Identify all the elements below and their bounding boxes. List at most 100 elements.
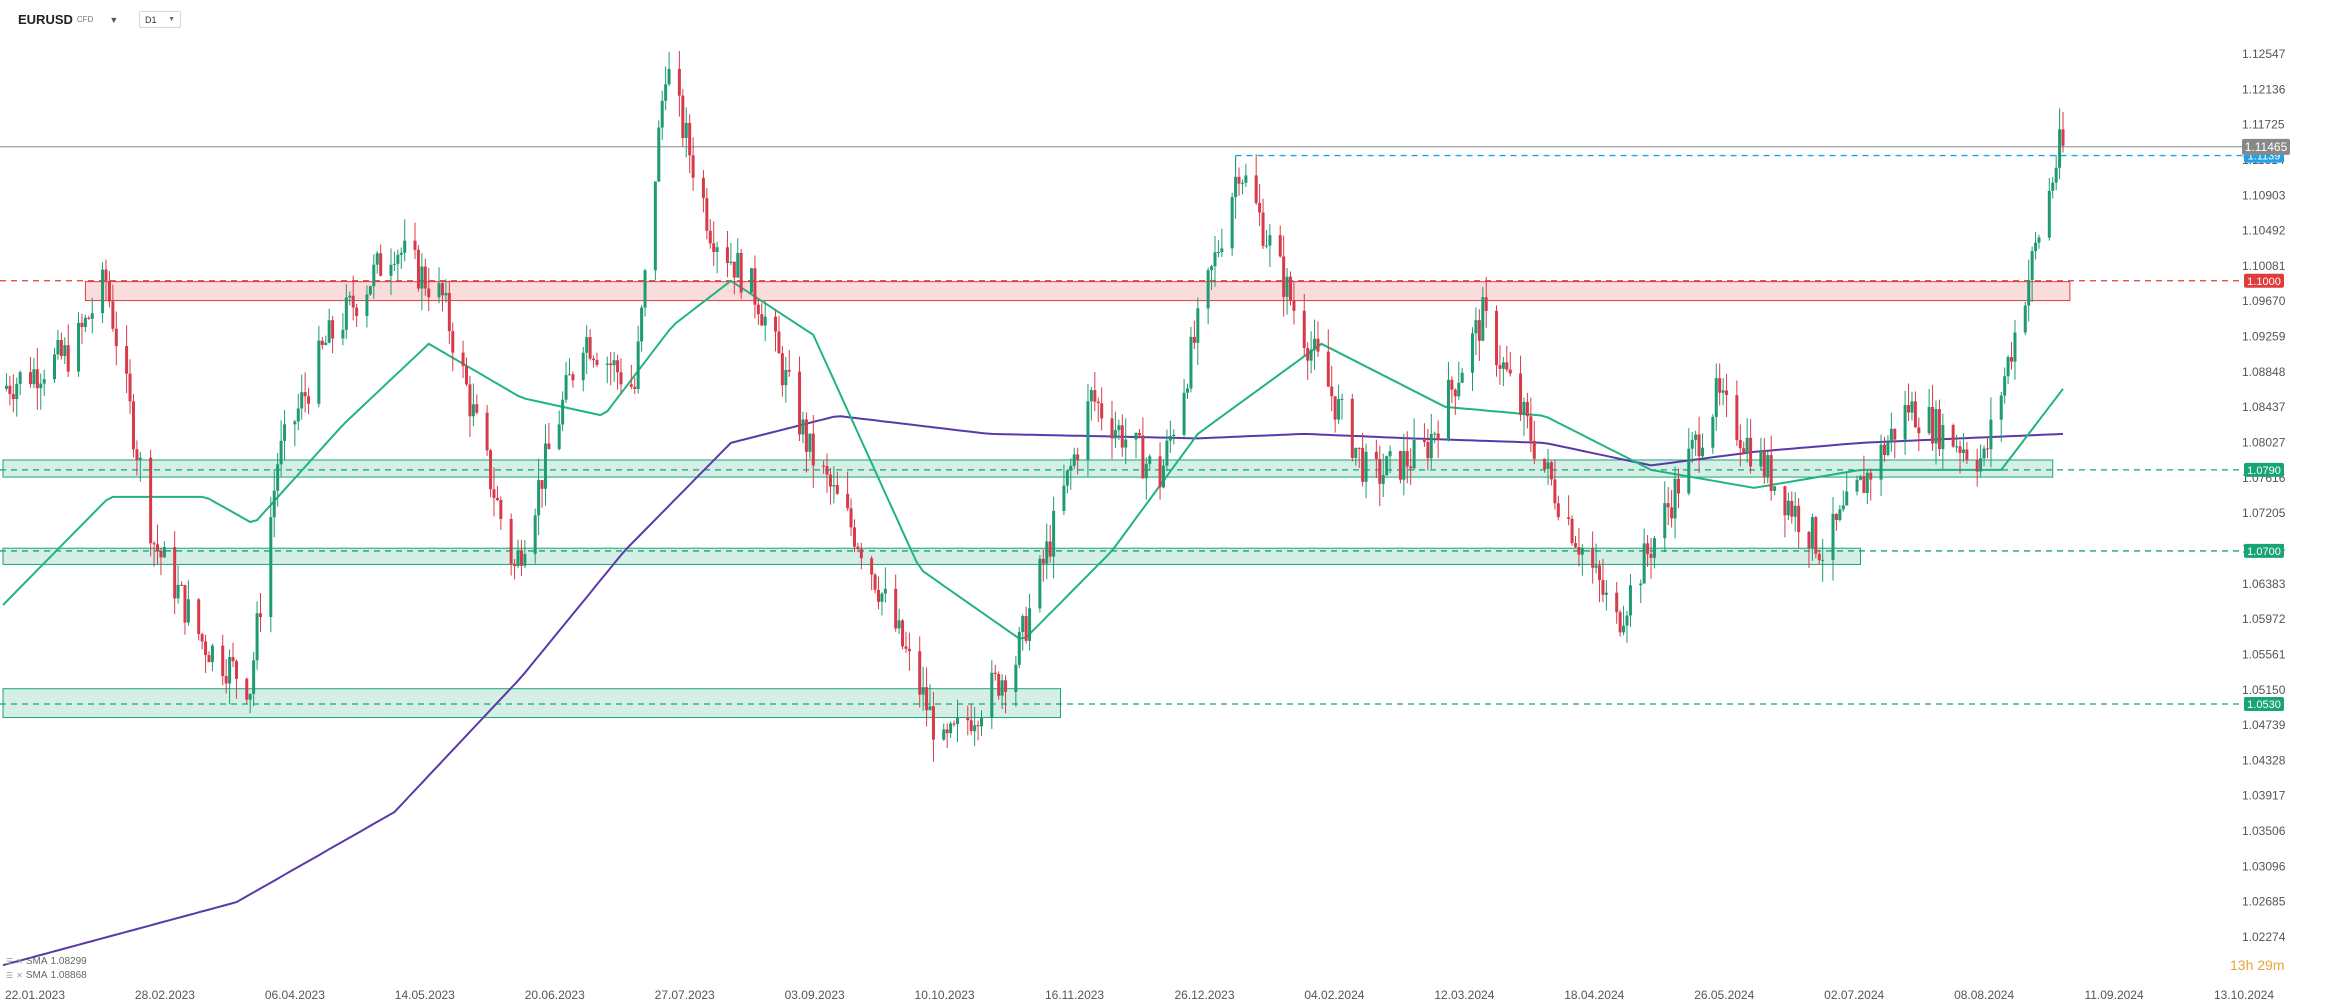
x-tick-label: 08.08.2024 bbox=[1954, 988, 2014, 1002]
candle-body bbox=[509, 518, 513, 564]
candle-body bbox=[557, 424, 561, 450]
candle-body bbox=[619, 372, 623, 385]
candle-body bbox=[389, 264, 393, 276]
candle-body bbox=[1567, 517, 1571, 519]
candle-body bbox=[1663, 503, 1667, 539]
candle-body bbox=[1192, 336, 1196, 343]
candle-body bbox=[327, 320, 331, 343]
candle-body bbox=[53, 354, 57, 380]
close-icon[interactable]: ✕ bbox=[16, 970, 23, 980]
candle-body bbox=[1879, 444, 1883, 480]
candle-body bbox=[1330, 386, 1334, 397]
candle-body bbox=[1570, 518, 1574, 544]
candle-body bbox=[1258, 202, 1262, 213]
candle-body bbox=[1783, 486, 1787, 516]
settings-icon[interactable]: ☰ bbox=[6, 956, 14, 966]
candle-body bbox=[375, 253, 379, 265]
candle-body bbox=[708, 230, 712, 244]
candle-body bbox=[1120, 425, 1124, 448]
candle-body bbox=[2027, 279, 2031, 306]
candle-body bbox=[372, 264, 376, 287]
candle-body bbox=[1333, 396, 1337, 420]
candle-body bbox=[1676, 478, 1680, 494]
candle-body bbox=[1100, 403, 1104, 419]
candle-body bbox=[993, 672, 997, 675]
candle-body bbox=[1113, 430, 1117, 439]
legend-row-sma-slow[interactable]: ☰ ✕ SMA 1.08868 bbox=[6, 968, 87, 982]
candle-body bbox=[1985, 448, 1989, 450]
candle-body bbox=[499, 499, 503, 519]
candle-body bbox=[269, 517, 273, 617]
candle-body bbox=[1869, 472, 1873, 480]
candle-body bbox=[1412, 439, 1416, 469]
candle-body bbox=[255, 613, 259, 661]
candle-body bbox=[1525, 401, 1529, 417]
legend-value: 1.08868 bbox=[50, 969, 87, 981]
candle-body bbox=[413, 240, 417, 250]
candle-body bbox=[293, 421, 297, 425]
candle-body bbox=[1838, 509, 1842, 520]
candle-body bbox=[1234, 176, 1238, 198]
candle-body bbox=[616, 360, 620, 373]
candle-body bbox=[1000, 680, 1004, 696]
x-tick-label: 16.11.2023 bbox=[1045, 988, 1104, 1002]
candle-body bbox=[1958, 446, 1962, 453]
candle-body bbox=[1646, 543, 1650, 554]
candle-body bbox=[804, 419, 808, 452]
candle-body bbox=[1264, 245, 1268, 247]
candle-body bbox=[1903, 405, 1907, 440]
candle-body bbox=[1649, 553, 1653, 558]
candle-body bbox=[1237, 176, 1241, 184]
candle-body bbox=[564, 375, 568, 400]
candle-body bbox=[918, 651, 922, 695]
candle-body bbox=[2034, 242, 2038, 252]
candle-body bbox=[1498, 365, 1502, 369]
candle-body bbox=[533, 515, 537, 554]
candle-body bbox=[2058, 129, 2062, 168]
candle-body bbox=[200, 634, 204, 642]
candle-body bbox=[1062, 485, 1066, 511]
candle-body bbox=[784, 369, 788, 386]
candle-body bbox=[1529, 416, 1533, 441]
y-tick-label: 1.08437 bbox=[2242, 400, 2286, 414]
candle-body bbox=[1834, 513, 1838, 520]
candle-body bbox=[2010, 357, 2014, 362]
candle-body bbox=[348, 295, 352, 298]
candle-body bbox=[173, 547, 177, 599]
candle-body bbox=[1182, 392, 1186, 435]
candle-body bbox=[1213, 252, 1217, 267]
candle-body bbox=[39, 383, 43, 389]
symbol-selector[interactable]: EURUSD CFD ▼ bbox=[18, 12, 118, 27]
candle-body bbox=[344, 297, 348, 330]
support-resistance-zone bbox=[84, 281, 2071, 302]
candle-body bbox=[1474, 320, 1478, 334]
support-resistance-zone bbox=[2, 688, 1061, 719]
candle-body bbox=[416, 249, 420, 289]
candle-body bbox=[1481, 297, 1485, 341]
candle-body bbox=[1268, 235, 1272, 246]
candle-body bbox=[1285, 276, 1289, 297]
candle-body bbox=[1628, 585, 1632, 616]
y-tick-label: 1.12547 bbox=[2242, 47, 2286, 61]
timeframe-selector[interactable]: D1 ▼ bbox=[139, 11, 181, 28]
x-tick-label: 02.07.2024 bbox=[1824, 988, 1884, 1002]
candle-body bbox=[1381, 475, 1385, 484]
candle-body bbox=[904, 646, 908, 649]
candle-body bbox=[1714, 378, 1718, 417]
settings-icon[interactable]: ☰ bbox=[6, 970, 14, 980]
candle-body bbox=[1814, 517, 1818, 554]
level-label: 1.0530 bbox=[2247, 699, 2281, 711]
y-tick-label: 1.06383 bbox=[2242, 577, 2286, 591]
close-icon[interactable]: ✕ bbox=[16, 956, 23, 966]
candle-body bbox=[183, 585, 187, 623]
candle-body bbox=[753, 268, 757, 305]
candle-body bbox=[1543, 458, 1547, 469]
candle-body bbox=[1450, 379, 1454, 390]
candle-body bbox=[1436, 433, 1440, 440]
candle-body bbox=[1604, 592, 1608, 595]
candle-body bbox=[465, 366, 469, 385]
legend-row-sma-fast[interactable]: ☰ ✕ SMA 1.08299 bbox=[6, 954, 87, 968]
candle-body bbox=[1762, 451, 1766, 477]
candle-body bbox=[1749, 437, 1753, 467]
